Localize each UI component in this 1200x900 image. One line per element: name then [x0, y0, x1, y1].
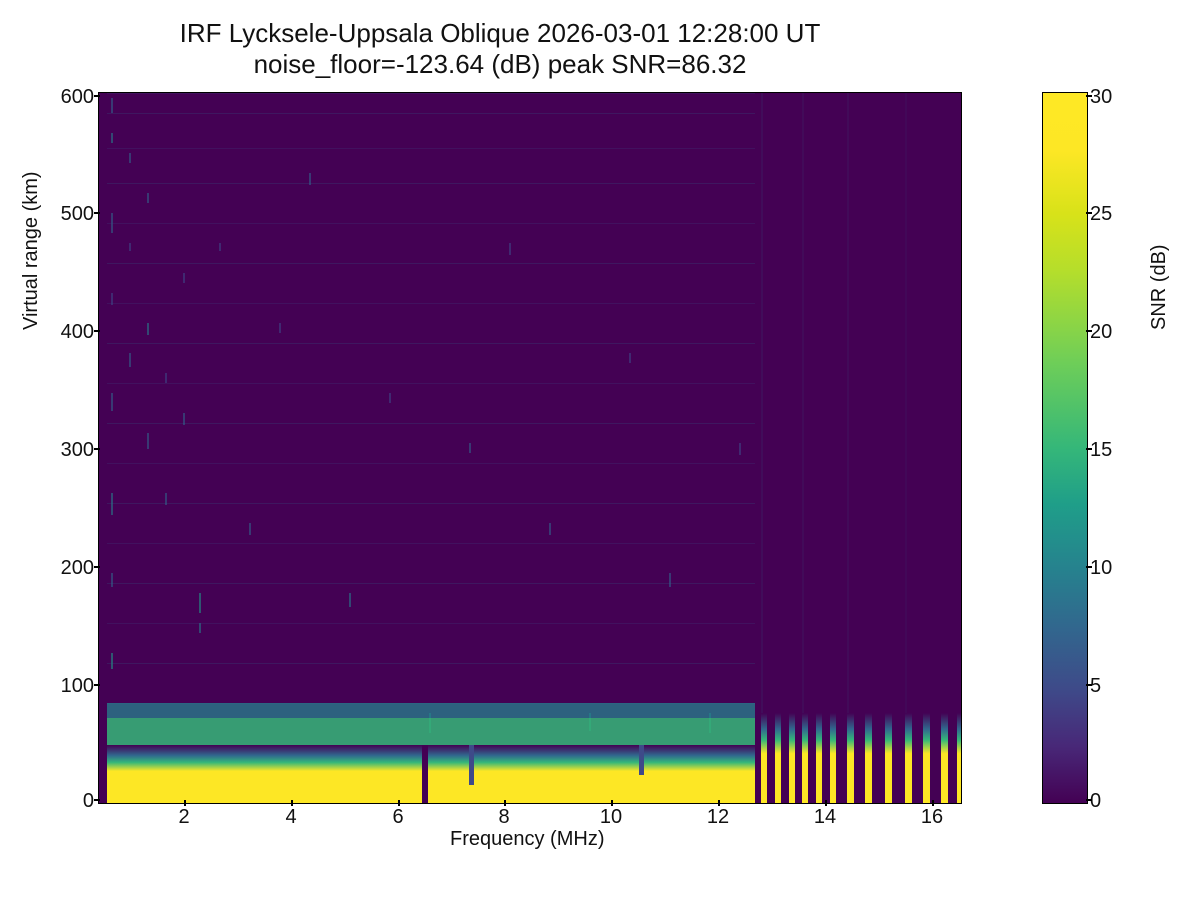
cb-tick-25: 25 — [1090, 203, 1112, 226]
x-tick-12: 12 — [703, 806, 733, 829]
y-tick-500: 500 — [60, 203, 94, 226]
x-tick-4: 4 — [276, 806, 306, 829]
colorbar-label: SNR (dB) — [1148, 244, 1171, 330]
x-tick-6: 6 — [383, 806, 413, 829]
y-tick-200: 200 — [60, 557, 94, 580]
x-tick-2: 2 — [169, 806, 199, 829]
y-tick-0: 0 — [60, 790, 94, 813]
colorbar[interactable] — [1042, 92, 1088, 804]
y-tick-600: 600 — [60, 86, 94, 109]
y-tick-400: 400 — [60, 321, 94, 344]
cb-tick-10: 10 — [1090, 557, 1112, 580]
y-tick-100: 100 — [60, 675, 94, 698]
x-tick-16: 16 — [917, 806, 947, 829]
chart-title-line2: noise_floor=-123.64 (dB) peak SNR=86.32 — [0, 49, 1000, 80]
y-axis-label: Virtual range (km) — [20, 171, 43, 330]
chart-title-block: IRF Lycksele-Uppsala Oblique 2026-03-01 … — [0, 18, 1000, 80]
cb-tick-30: 30 — [1090, 86, 1112, 109]
x-tick-8: 8 — [489, 806, 519, 829]
comb-stripes — [755, 93, 961, 803]
chart-title-line1: IRF Lycksele-Uppsala Oblique 2026-03-01 … — [0, 18, 1000, 49]
spectrogram-plot[interactable] — [98, 92, 962, 804]
y-tick-300: 300 — [60, 439, 94, 462]
chart-container: IRF Lycksele-Uppsala Oblique 2026-03-01 … — [0, 0, 1200, 900]
x-tick-14: 14 — [810, 806, 840, 829]
cb-tick-0: 0 — [1090, 790, 1101, 813]
x-axis-label: Frequency (MHz) — [450, 828, 604, 851]
cb-tick-15: 15 — [1090, 439, 1112, 462]
spectrogram-canvas — [99, 93, 961, 803]
cb-tick-20: 20 — [1090, 321, 1112, 344]
cb-tick-5: 5 — [1090, 675, 1101, 698]
x-tick-10: 10 — [596, 806, 626, 829]
